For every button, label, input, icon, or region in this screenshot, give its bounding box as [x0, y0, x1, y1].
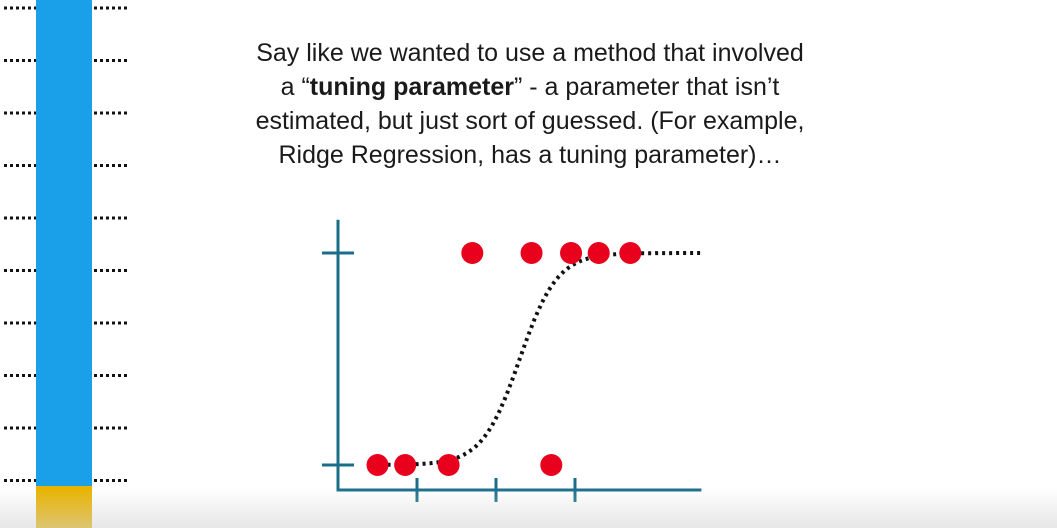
data-point [587, 242, 610, 264]
caption-term-tuning-parameter: tuning parameter [309, 73, 514, 101]
caption-line-2-post: ” - a parameter that isn’t [514, 73, 780, 101]
data-point [619, 242, 642, 264]
caption-line-2: a “tuning parameter” - a parameter that … [180, 70, 880, 104]
fitted-squiggle-curve [373, 251, 701, 467]
caption-line-2-pre: a “ [280, 73, 310, 101]
data-point [560, 242, 583, 264]
data-point [366, 454, 389, 476]
data-point [394, 454, 417, 476]
data-points [366, 242, 642, 476]
data-point [540, 454, 563, 476]
data-point [461, 242, 484, 264]
caption-line-3: estimated, but just sort of guessed. (Fo… [255, 107, 805, 135]
data-point [520, 242, 543, 264]
data-point [437, 454, 460, 476]
caption-line-1: Say like we wanted to use a method that … [256, 39, 804, 67]
slide-caption: Say like we wanted to use a method that … [180, 36, 880, 172]
training-data-bar [36, 0, 92, 486]
caption-line-4: Ridge Regression, has a tuning parameter… [278, 141, 782, 169]
